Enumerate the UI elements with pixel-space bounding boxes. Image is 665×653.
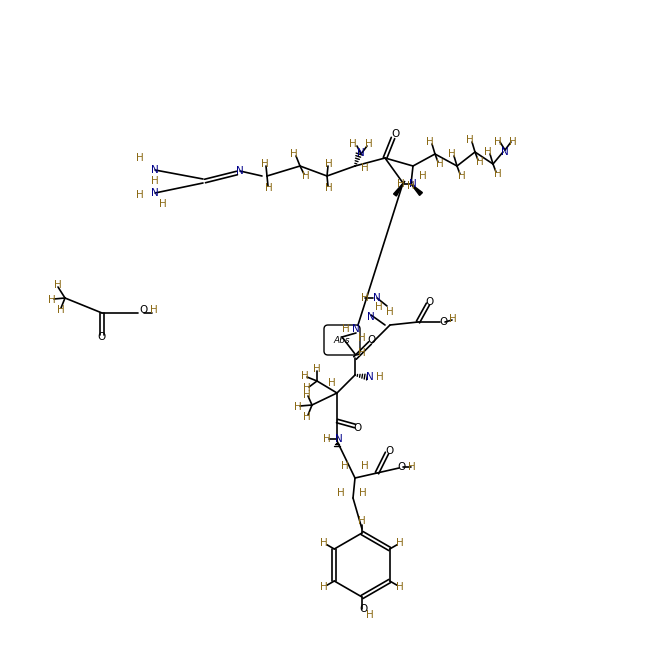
Text: N: N (367, 312, 375, 322)
Text: N: N (335, 434, 343, 444)
Text: O: O (98, 332, 106, 342)
Text: H: H (407, 181, 415, 191)
Text: O: O (391, 129, 399, 139)
Text: H: H (294, 402, 302, 412)
Text: H: H (323, 434, 331, 444)
Polygon shape (394, 181, 405, 196)
Text: H: H (150, 305, 158, 315)
Text: H: H (325, 159, 333, 169)
Text: N: N (373, 293, 381, 303)
Text: H: H (358, 348, 366, 358)
Text: H: H (361, 461, 369, 471)
Text: H: H (320, 538, 328, 548)
Text: H: H (396, 582, 404, 592)
Text: N: N (409, 179, 417, 189)
Text: H: H (408, 462, 416, 472)
Text: H: H (358, 333, 366, 343)
Text: H: H (261, 159, 269, 169)
Text: H: H (419, 171, 427, 181)
Text: O: O (359, 604, 367, 614)
Text: H: H (449, 314, 457, 324)
Text: H: H (303, 390, 311, 400)
Text: H: H (358, 516, 366, 526)
Text: H: H (361, 163, 369, 173)
Text: H: H (476, 157, 484, 167)
Text: H: H (509, 137, 517, 147)
Text: H: H (48, 295, 56, 305)
Text: H: H (341, 461, 349, 471)
Text: H: H (303, 383, 311, 393)
Text: N: N (151, 165, 159, 175)
Text: H: H (290, 149, 298, 159)
Text: H: H (484, 147, 492, 157)
Text: H: H (436, 159, 444, 169)
Text: H: H (494, 169, 502, 179)
Text: H: H (361, 293, 369, 303)
Text: H: H (301, 371, 309, 381)
Text: N: N (236, 166, 244, 176)
Text: H: H (302, 171, 310, 181)
Text: H: H (159, 199, 167, 209)
Text: H: H (303, 412, 311, 422)
Text: H: H (386, 307, 394, 317)
Text: N: N (357, 148, 365, 158)
Text: H: H (466, 135, 474, 145)
Text: H: H (337, 488, 345, 498)
Text: Abs: Abs (334, 336, 350, 345)
Text: H: H (365, 139, 373, 149)
Text: H: H (136, 190, 144, 200)
Text: H: H (366, 610, 374, 620)
Text: N: N (366, 372, 374, 382)
Text: H: H (325, 183, 333, 193)
Text: H: H (265, 183, 273, 193)
Text: H: H (375, 302, 383, 312)
Text: H: H (136, 153, 144, 163)
Text: H: H (151, 176, 159, 186)
Text: N: N (352, 324, 360, 334)
Text: H: H (426, 137, 434, 147)
Text: N: N (501, 147, 509, 157)
Text: H: H (396, 538, 404, 548)
Text: O: O (439, 317, 447, 327)
Text: H: H (349, 139, 357, 149)
FancyBboxPatch shape (324, 325, 360, 355)
Text: H: H (494, 137, 502, 147)
Text: O: O (140, 305, 148, 315)
Text: O: O (426, 297, 434, 307)
Text: O: O (397, 462, 405, 472)
Text: H: H (448, 149, 456, 159)
Text: N: N (151, 188, 159, 198)
Text: H: H (376, 372, 384, 382)
Text: H: H (320, 582, 328, 592)
Text: O: O (353, 423, 361, 433)
Text: O: O (385, 446, 393, 456)
Text: H: H (313, 364, 321, 374)
Polygon shape (411, 184, 422, 195)
Text: H: H (328, 378, 336, 388)
Text: H: H (57, 305, 65, 315)
Text: H: H (54, 280, 62, 290)
Text: H: H (342, 324, 350, 334)
Text: H: H (359, 488, 367, 498)
Text: H: H (397, 179, 405, 189)
Text: H: H (458, 171, 466, 181)
Text: O: O (368, 335, 376, 345)
